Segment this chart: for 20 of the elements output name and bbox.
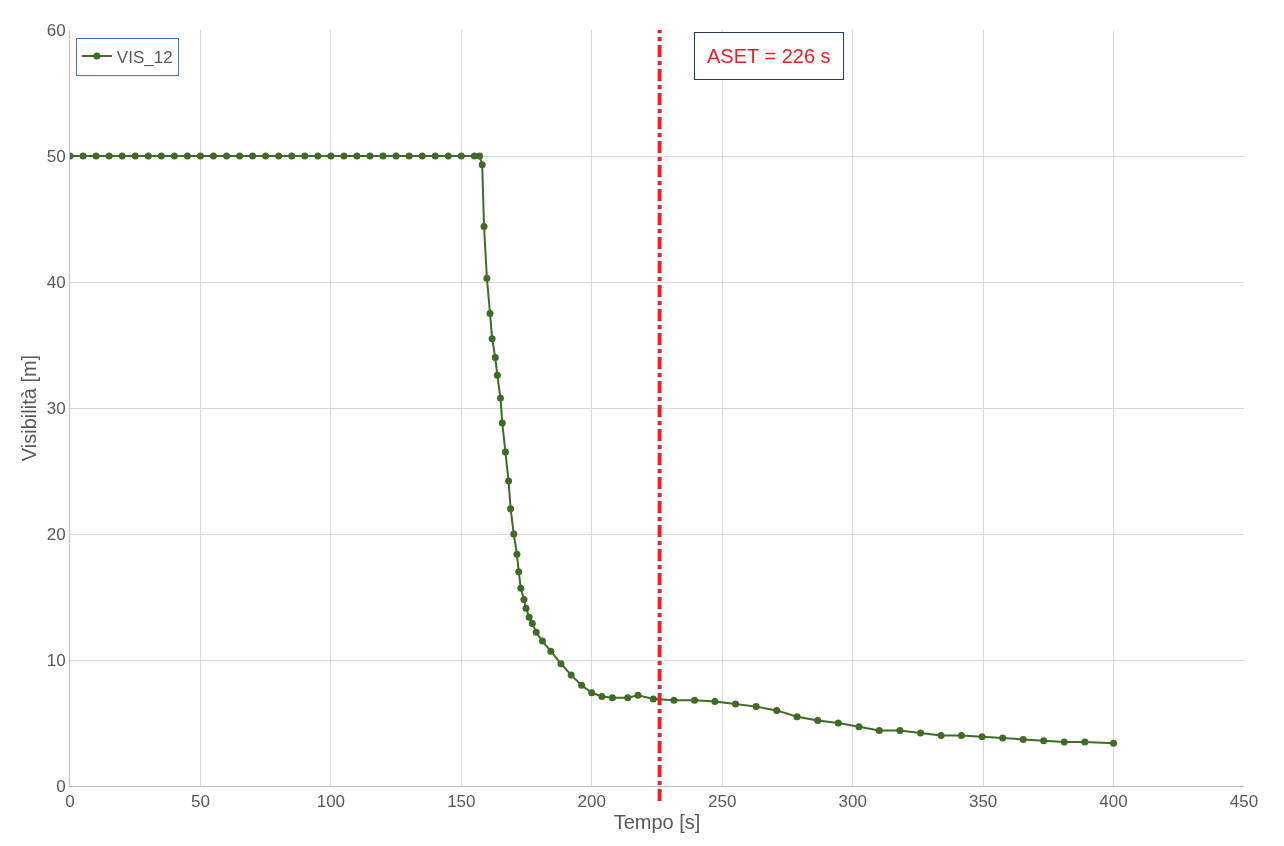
- x-tick-label: 100: [316, 792, 346, 812]
- x-tick-label: 400: [1099, 792, 1128, 812]
- y-tick-label: 60: [46, 20, 66, 40]
- x-axis-title: Tempo [s]: [613, 810, 701, 833]
- y-tick-label: 0: [56, 776, 66, 796]
- y-tick-label: 30: [46, 398, 66, 418]
- y-axis-title: Visibilità [m]: [18, 354, 41, 462]
- y-tick-label: 20: [46, 524, 66, 544]
- x-tick-label: 250: [708, 792, 737, 812]
- legend-label: VIS_12: [116, 47, 173, 67]
- y-tick-label: 40: [46, 272, 66, 292]
- x-tick-label: 300: [838, 792, 867, 812]
- ref-line-label: ASET = 226 s: [707, 45, 831, 67]
- x-tick-label: 200: [577, 792, 606, 812]
- x-tick-label: 150: [447, 792, 476, 812]
- x-tick-label: 50: [190, 792, 210, 812]
- x-tick-label: 350: [968, 792, 998, 812]
- y-tick-label: 10: [46, 650, 66, 670]
- y-tick-label: 50: [46, 146, 66, 166]
- x-tick-label: 450: [1229, 792, 1259, 812]
